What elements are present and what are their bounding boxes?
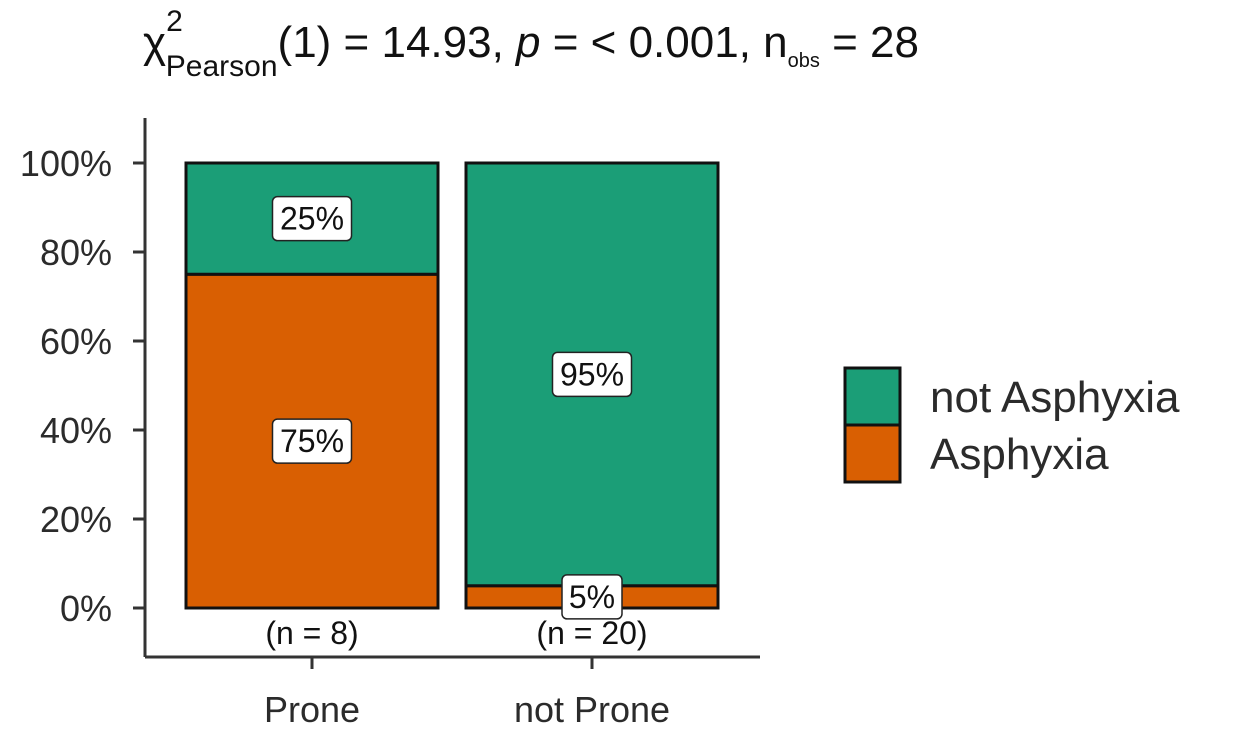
chart-subtitle: χ2 Pearson(1) = 14.93, p = < 0.001, nobs …	[143, 5, 919, 83]
x-axis-ticks: (n = 8) Prone (n = 20) not Prone	[264, 615, 670, 729]
subtitle-chi: χ	[143, 18, 166, 67]
data-label-box	[271, 418, 353, 464]
subtitle-subscript: Pearson	[166, 50, 278, 83]
x-tick-label: Prone	[264, 689, 360, 729]
data-label: 75%	[280, 423, 344, 459]
legend-label: not Asphyxia	[930, 373, 1180, 422]
subtitle-p-part: = < 0.001, n	[541, 18, 788, 67]
data-labels: 75% 25% 5% 95%	[271, 195, 633, 620]
data-label-box	[271, 195, 353, 242]
subtitle-df-part: (1) = 14.93,	[278, 18, 516, 67]
y-tick-label: 100%	[20, 143, 112, 184]
n-count-label: (n = 8)	[265, 615, 358, 651]
x-tick-label: not Prone	[514, 689, 670, 729]
n-count-label: (n = 20)	[536, 615, 647, 651]
y-tick-label: 60%	[40, 321, 112, 362]
y-tick-label: 20%	[40, 499, 112, 540]
legend-swatch	[843, 366, 902, 427]
data-label: 25%	[280, 201, 344, 237]
subtitle-nobs-subscript: obs	[788, 50, 820, 72]
y-tick-label: 40%	[40, 410, 112, 451]
stacked-bars	[184, 161, 720, 610]
data-label: 5%	[569, 579, 615, 615]
subtitle-superscript: 2	[166, 5, 183, 38]
subtitle-nobs-part: = 28	[820, 18, 919, 67]
legend-label: Asphyxia	[930, 430, 1109, 479]
data-label-box	[551, 351, 633, 398]
y-tick-label: 80%	[40, 232, 112, 273]
data-label-box	[561, 574, 623, 620]
subtitle-p-symbol: p	[514, 18, 540, 67]
y-tick-label: 0%	[60, 588, 112, 629]
legend: not Asphyxia Asphyxia	[843, 366, 1180, 484]
legend-swatch	[843, 423, 902, 484]
data-label: 95%	[560, 356, 624, 392]
y-axis-ticks: 0% 20% 40% 60% 80% 100%	[20, 143, 145, 629]
